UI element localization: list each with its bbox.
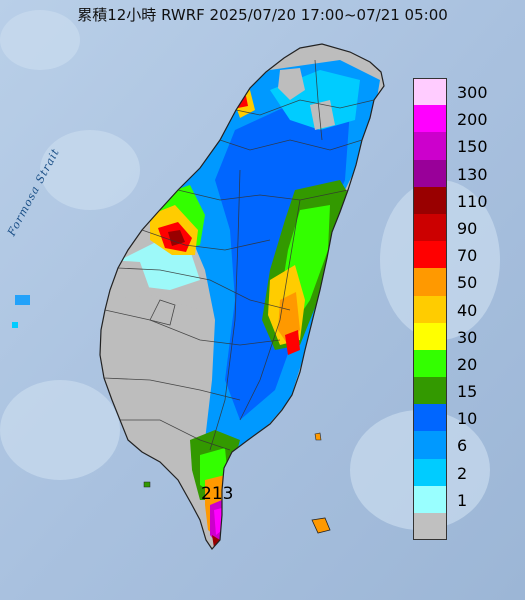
legend-swatch <box>413 322 447 350</box>
legend-item: 70 <box>413 241 523 269</box>
legend-item: 110 <box>413 186 523 214</box>
legend-label: 30 <box>457 327 478 347</box>
legend-label: 90 <box>457 218 478 238</box>
legend-item: 1 <box>413 485 523 513</box>
legend-swatch <box>413 458 447 486</box>
legend-item: 20 <box>413 349 523 378</box>
legend-swatch <box>413 485 447 513</box>
legend-label: 20 <box>457 354 478 374</box>
legend-item: 10 <box>413 404 523 432</box>
map-title: 累積12小時 RWRF 2025/07/20 17:00~07/21 05:00 <box>77 6 448 24</box>
legend-swatch <box>413 159 447 187</box>
legend-item: 50 <box>413 268 523 296</box>
legend-item: 40 <box>413 295 523 323</box>
legend-swatch <box>413 377 447 405</box>
legend-swatch <box>413 186 447 214</box>
legend-label: 1 <box>457 490 468 510</box>
legend-label: 130 <box>457 164 488 184</box>
legend-item: 300 <box>413 78 523 106</box>
legend-swatch <box>413 213 447 242</box>
legend-swatch <box>413 349 447 378</box>
legend-label: 300 <box>457 83 488 102</box>
max-rainfall-label: 213 <box>201 484 234 504</box>
legend-label: 15 <box>457 382 478 402</box>
legend-label: 150 <box>457 137 488 157</box>
legend-swatch <box>413 268 447 296</box>
legend-item <box>413 513 523 541</box>
outlying-islands <box>12 295 331 534</box>
color-legend: 300 200 150 130 110 90 70 50 40 30 20 15 10 6 2 1 <box>413 78 523 541</box>
legend-swatch <box>413 241 447 269</box>
legend-item: 2 <box>413 458 523 486</box>
legend-label: 10 <box>457 409 478 429</box>
legend-item: 15 <box>413 377 523 405</box>
legend-label: 200 <box>457 110 488 130</box>
island-coastline <box>99 43 385 550</box>
legend-swatch <box>413 404 447 432</box>
legend-item: 30 <box>413 322 523 350</box>
legend-swatch <box>413 431 447 459</box>
legend-label: 40 <box>457 300 478 320</box>
legend-swatch <box>413 132 447 160</box>
legend-item: 150 <box>413 132 523 160</box>
county-boundaries <box>103 59 375 451</box>
legend-item: 6 <box>413 431 523 459</box>
legend-item: 130 <box>413 159 523 187</box>
legend-item: 90 <box>413 213 523 242</box>
legend-swatch <box>413 513 447 541</box>
legend-swatch <box>413 105 447 133</box>
legend-item: 200 <box>413 105 523 133</box>
legend-label: 50 <box>457 273 478 293</box>
legend-label: 6 <box>457 436 468 456</box>
legend-label: 70 <box>457 246 478 266</box>
legend-label: 2 <box>457 463 468 483</box>
legend-label: 110 <box>457 191 488 211</box>
legend-swatch <box>413 78 447 106</box>
legend-swatch <box>413 295 447 323</box>
